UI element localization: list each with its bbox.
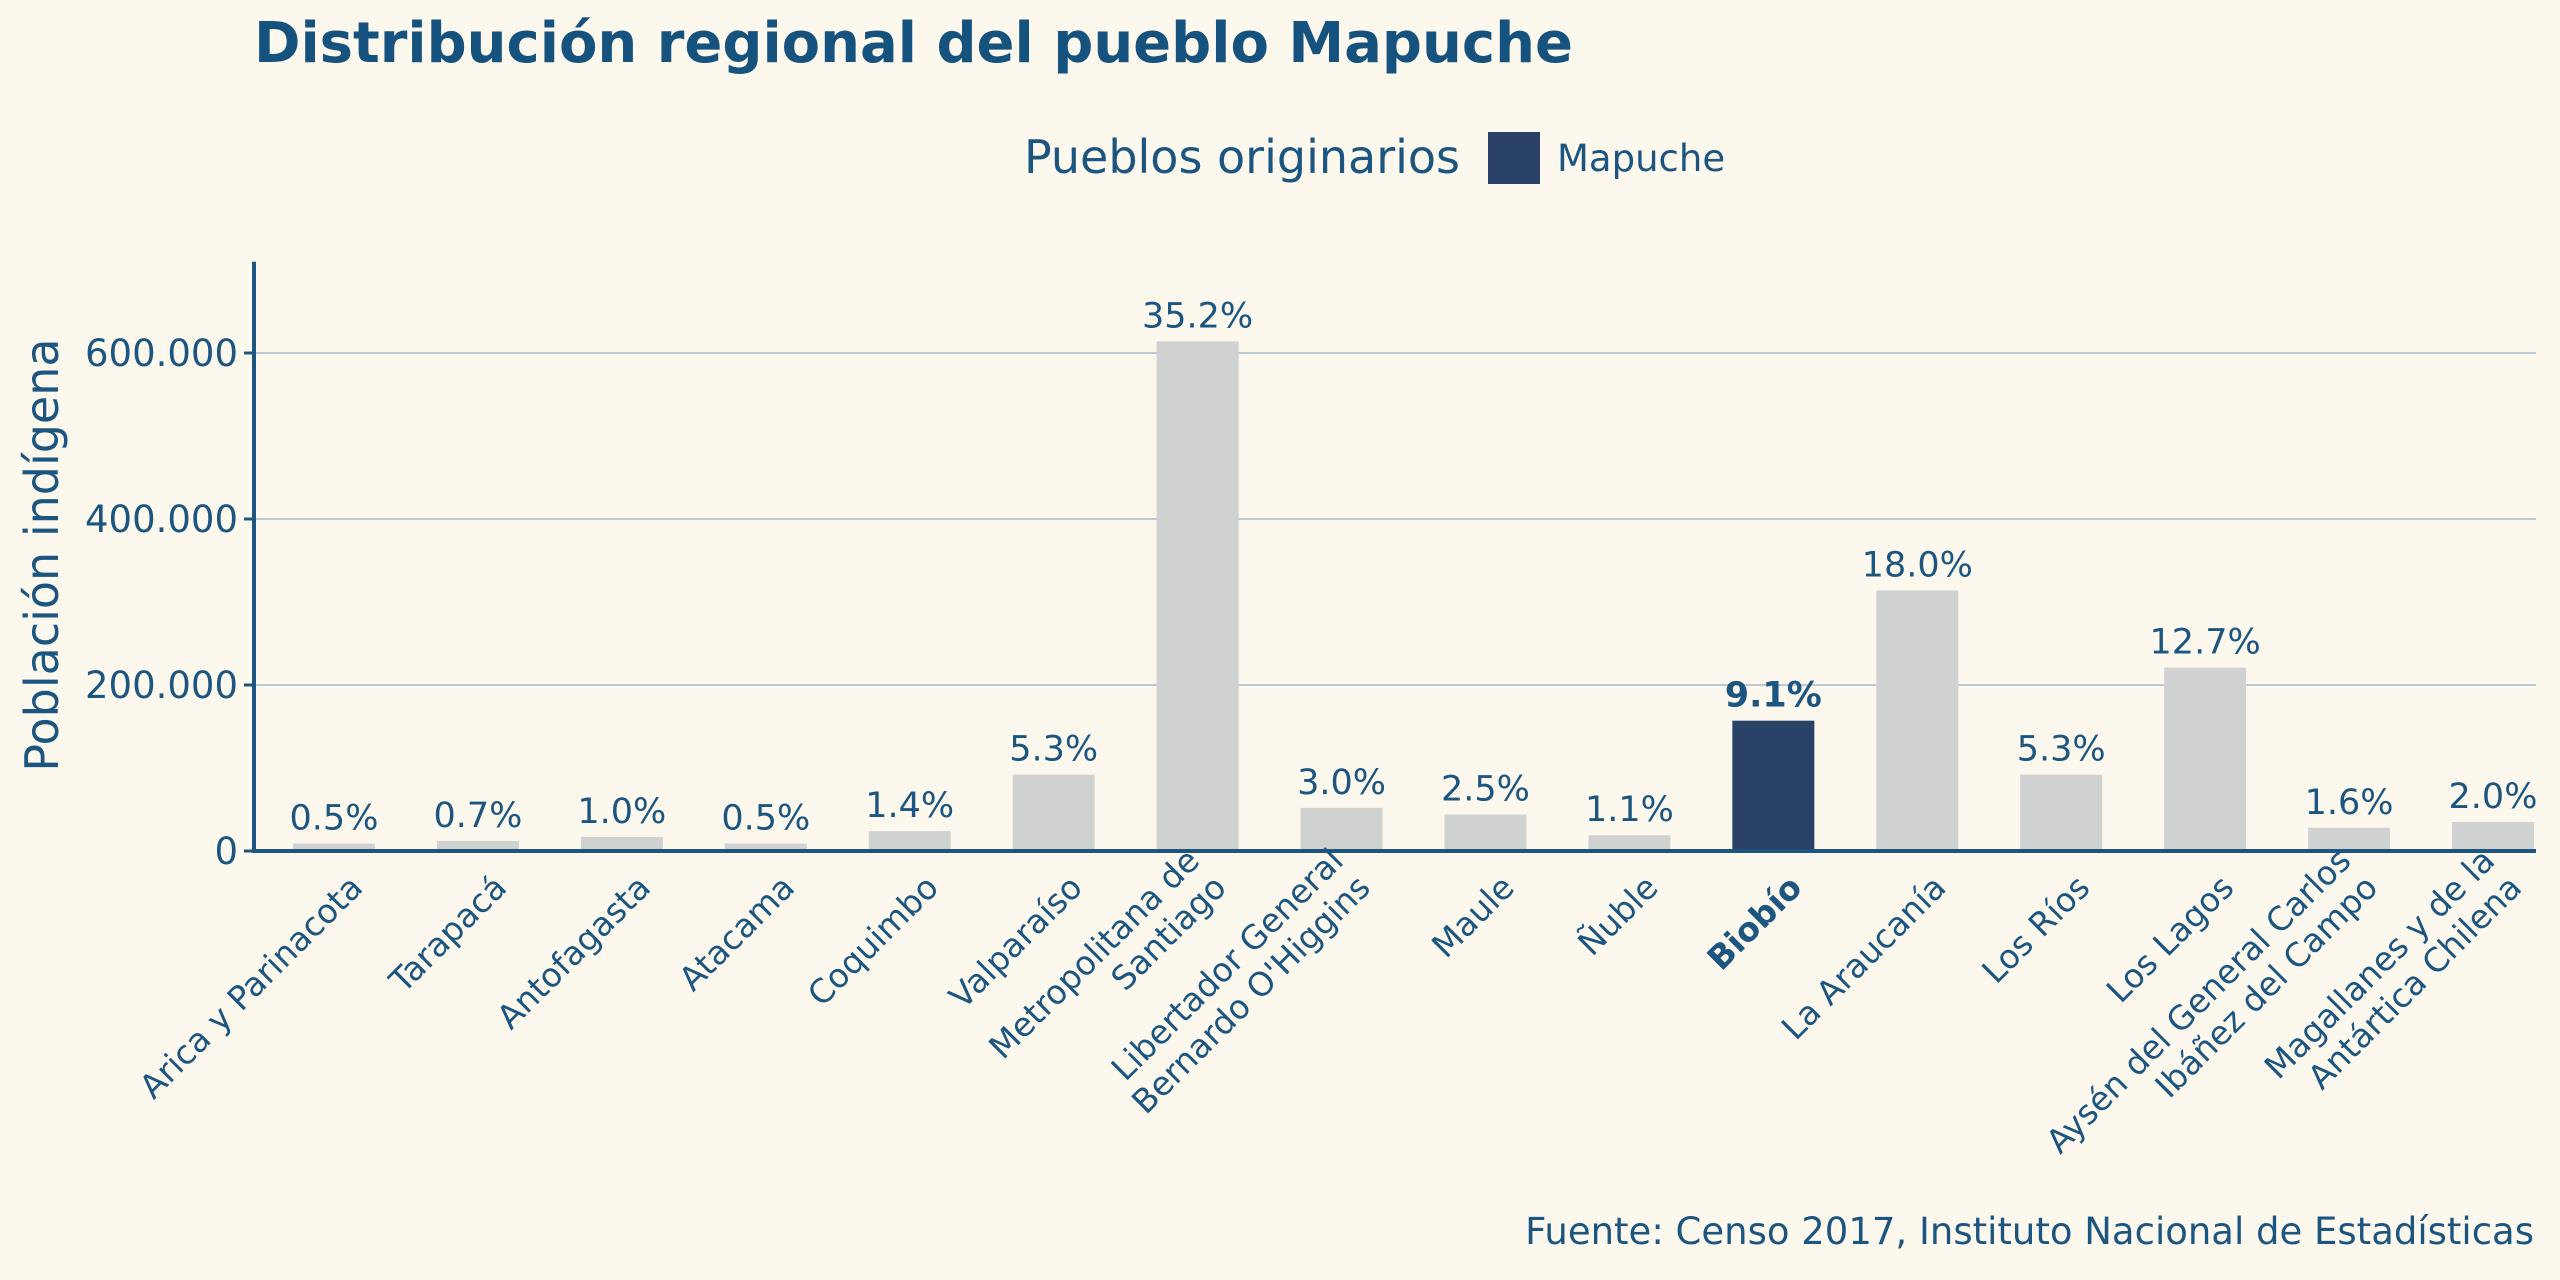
category-label-line: Tarapacá: [381, 868, 514, 1001]
grid-lines: [254, 352, 2536, 686]
bar-1: [436, 841, 519, 851]
data-label-3: 0.5%: [721, 799, 810, 839]
data-label-8: 2.5%: [1441, 769, 1530, 809]
bar-6: [1156, 341, 1239, 851]
bar-8: [1444, 814, 1527, 851]
data-label-14: 1.6%: [2305, 783, 2394, 823]
axes: [252, 261, 2536, 853]
bar-2: [580, 836, 663, 851]
category-label-line: Atacama: [671, 868, 802, 999]
data-label-6: 35.2%: [1142, 296, 1253, 336]
category-label-line: Los Ríos: [1974, 868, 2097, 991]
category-label-line: Biobío: [1699, 868, 1809, 978]
category-label-8: Maule: [1424, 868, 1522, 966]
y-tick-label: 200.000: [85, 664, 238, 707]
y-axis-title: Población indígena: [15, 338, 69, 771]
data-labels: 0.5% 0.7% 1.0% 0.5% 1.4% 5.3% 35.2% 3.0% 2.5% 1.1…: [290, 296, 2538, 838]
data-label-10: 9.1%: [1725, 676, 1822, 716]
source-note: Fuente: Censo 2017, Instituto Nacional d…: [1525, 1210, 2534, 1253]
y-tick-labels: 0 200.000 400.000 600.000: [85, 332, 254, 873]
bar-13: [2164, 667, 2247, 851]
legend-swatch-mapuche: [1488, 132, 1540, 184]
bar-7: [1300, 807, 1383, 851]
data-label-11: 18.0%: [1862, 545, 1973, 585]
bar-4: [868, 831, 951, 851]
category-label-line: Coquimbo: [800, 868, 946, 1014]
y-tick-label: 0: [214, 830, 238, 873]
category-label-line: Arica y Parinacota: [132, 868, 370, 1106]
bar-0: [293, 843, 375, 851]
bar-11: [1876, 590, 1959, 851]
y-tick-label: 400.000: [85, 498, 238, 541]
data-label-7: 3.0%: [1297, 763, 1386, 803]
category-label-2: Antofagasta: [489, 868, 658, 1037]
category-label-0: Arica y Parinacota: [132, 868, 370, 1106]
category-label-line: Antofagasta: [489, 868, 658, 1037]
bar-12: [2020, 774, 2103, 851]
bar-14: [2308, 827, 2391, 851]
category-label-12: Los Ríos: [1974, 868, 2097, 991]
data-label-12: 5.3%: [2017, 730, 2106, 770]
category-label-10: Biobío: [1699, 868, 1809, 978]
y-tick-label: 600.000: [85, 332, 238, 375]
data-label-2: 1.0%: [577, 792, 666, 832]
data-label-5: 5.3%: [1009, 730, 1098, 770]
legend-title: Pueblos originarios: [1024, 130, 1460, 184]
data-label-4: 1.4%: [865, 786, 954, 826]
category-label-4: Coquimbo: [800, 868, 946, 1014]
data-label-0: 0.5%: [290, 799, 379, 839]
data-label-1: 0.7%: [433, 796, 522, 836]
category-label-9: Ñuble: [1570, 868, 1665, 963]
bar-9: [1588, 835, 1671, 851]
category-label-1: Tarapacá: [381, 868, 514, 1001]
legend-label-mapuche: Mapuche: [1557, 137, 1725, 180]
legend: Pueblos originarios Mapuche: [1024, 130, 1725, 184]
data-label-15: 2.0%: [2449, 777, 2538, 817]
data-label-13: 12.7%: [2150, 623, 2261, 663]
bar-15: [2452, 821, 2534, 851]
bars: [293, 341, 2534, 851]
bar-5: [1012, 774, 1095, 851]
bar-10: [1732, 720, 1815, 851]
category-label-line: Ñuble: [1570, 868, 1665, 963]
category-label-line: Maule: [1424, 868, 1522, 966]
data-label-9: 1.1%: [1585, 790, 1674, 830]
category-label-3: Atacama: [671, 868, 802, 999]
chart-title: Distribución regional del pueblo Mapuche: [254, 11, 1573, 76]
bar-3: [724, 843, 807, 851]
